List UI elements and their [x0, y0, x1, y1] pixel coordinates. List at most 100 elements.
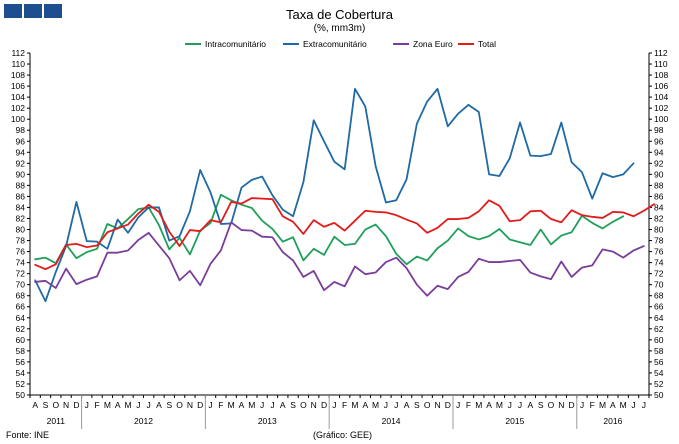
x-month-label: M: [475, 400, 482, 410]
y-tick-label-left: 96: [16, 136, 26, 146]
y-tick-label-left: 52: [16, 379, 26, 389]
series-line-zona-euro: [34, 221, 645, 297]
x-month-label: J: [384, 400, 388, 410]
legend-label-total: Total: [478, 39, 496, 49]
x-month-label: J: [580, 400, 584, 410]
x-month-label: M: [620, 400, 627, 410]
x-month-label: D: [197, 400, 203, 410]
y-tick-label-left: 88: [16, 180, 26, 190]
x-month-label: D: [321, 400, 327, 410]
y-tick-label-left: 108: [11, 70, 25, 80]
y-tick-label-right: 112: [654, 48, 668, 58]
y-tick-label-left: 70: [16, 280, 26, 290]
x-month-label: J: [518, 400, 522, 410]
x-year-label: 2011: [47, 416, 66, 426]
legend-label-extracomunitario: Extracomunitário: [303, 39, 367, 49]
y-tick-label-left: 100: [11, 114, 25, 124]
series-lines: [34, 87, 656, 303]
logo-square-2: [24, 4, 42, 18]
y-tick-label-right: 68: [654, 291, 664, 301]
x-month-label: J: [136, 400, 140, 410]
y-tick-label-right: 50: [654, 390, 664, 400]
y-tick-label-left: 82: [16, 213, 26, 223]
y-tick-label-right: 64: [654, 313, 664, 323]
logo-square-3: [44, 4, 62, 18]
y-tick-label-left: 66: [16, 302, 26, 312]
graphic-credit: (Gráfico: GEE): [313, 430, 373, 440]
x-month-label: M: [372, 400, 379, 410]
x-month-label: M: [496, 400, 503, 410]
y-tick-label-right: 66: [654, 302, 664, 312]
y-tick-label-right: 54: [654, 368, 664, 378]
x-month-label: D: [73, 400, 79, 410]
y-tick-label-right: 78: [654, 236, 664, 246]
y-tick-label-right: 86: [654, 191, 664, 201]
x-month-label: A: [528, 400, 534, 410]
x-month-label: J: [208, 400, 212, 410]
y-tick-label-left: 98: [16, 125, 26, 135]
y-tick-label-right: 72: [654, 269, 664, 279]
source-note: Fonte: INE: [6, 430, 50, 440]
series-line-total: [34, 197, 656, 271]
y-tick-label-left: 78: [16, 236, 26, 246]
y-tick-label-right: 58: [654, 346, 664, 356]
y-tick-label-left: 104: [11, 92, 25, 102]
x-month-label: J: [631, 400, 635, 410]
y-tick-label-right: 82: [654, 213, 664, 223]
y-tick-label-left: 68: [16, 291, 26, 301]
y-tick-label-right: 70: [654, 280, 664, 290]
x-month-label: O: [424, 400, 431, 410]
x-month-label: M: [351, 400, 358, 410]
y-tick-label-right: 84: [654, 202, 664, 212]
x-month-label: M: [104, 400, 111, 410]
x-month-label: S: [414, 400, 420, 410]
x-month-label: A: [280, 400, 286, 410]
x-month-label: A: [404, 400, 410, 410]
x-month-label: A: [486, 400, 492, 410]
y-tick-label-right: 56: [654, 357, 664, 367]
y-tick-label-right: 104: [654, 92, 668, 102]
y-tick-label-right: 80: [654, 225, 664, 235]
y-tick-label-left: 72: [16, 269, 26, 279]
y-tick-label-right: 88: [654, 180, 664, 190]
x-month-label: A: [239, 400, 245, 410]
series-line-extracomunitario: [34, 87, 635, 303]
x-month-label: N: [558, 400, 564, 410]
y-tick-label-left: 60: [16, 335, 26, 345]
x-month-label: S: [290, 400, 296, 410]
x-month-label: O: [176, 400, 183, 410]
x-month-label: N: [434, 400, 440, 410]
legend-label-zona-euro: Zona Euro: [413, 39, 453, 49]
x-month-label: J: [85, 400, 89, 410]
y-tick-label-left: 76: [16, 247, 26, 257]
y-tick-label-right: 62: [654, 324, 664, 334]
x-month-label: S: [166, 400, 172, 410]
y-tick-label-left: 64: [16, 313, 26, 323]
y-tick-label-right: 52: [654, 379, 664, 389]
x-month-label: O: [548, 400, 555, 410]
x-month-label: D: [445, 400, 451, 410]
series-line-intracomunitario: [34, 193, 625, 266]
y-tick-label-left: 80: [16, 225, 26, 235]
x-month-label: O: [300, 400, 307, 410]
x-month-label: D: [569, 400, 575, 410]
chart-subtitle: (%, mm3m): [313, 23, 366, 34]
y-tick-label-right: 100: [654, 114, 668, 124]
x-month-label: N: [311, 400, 317, 410]
x-month-label: J: [260, 400, 264, 410]
y-tick-label-right: 60: [654, 335, 664, 345]
x-year-label: 2013: [258, 416, 277, 426]
y-tick-label-right: 90: [654, 169, 664, 179]
x-month-label: F: [466, 400, 471, 410]
x-month-label: J: [642, 400, 646, 410]
y-tick-label-left: 106: [11, 81, 25, 91]
x-month-label: O: [52, 400, 59, 410]
y-tick-label-left: 62: [16, 324, 26, 334]
y-tick-label-left: 94: [16, 147, 26, 157]
x-month-label: J: [147, 400, 151, 410]
x-year-label: 2012: [134, 416, 153, 426]
x-year-label: 2015: [505, 416, 524, 426]
